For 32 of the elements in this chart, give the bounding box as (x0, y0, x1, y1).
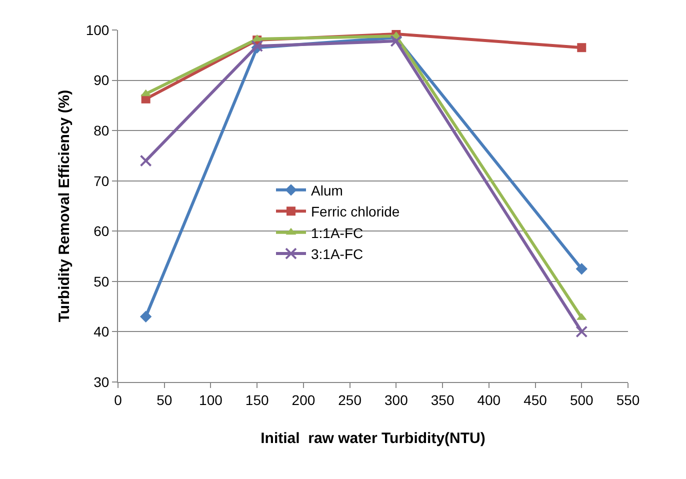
point (390, 35, 402, 48)
y-tick-label: 60 (94, 223, 110, 240)
x-tick-label: 450 (524, 392, 548, 408)
point (576, 263, 588, 275)
x-tick-label: 300 (384, 392, 408, 408)
x-tick-label: 400 (477, 392, 501, 408)
point (576, 326, 588, 338)
y-tick-label: 70 (94, 172, 110, 189)
y-tick-label: 50 (94, 273, 110, 290)
legend-label: 1:1A-FC (311, 224, 364, 241)
y-tick-label: 80 (94, 122, 110, 138)
y-tick-label: 40 (94, 324, 110, 340)
y-tick-label: 100 (86, 22, 110, 38)
x-axis-title: Initial raw water Turbidity(NTU) (260, 430, 486, 447)
x-tick-label: 250 (338, 392, 362, 408)
x-tick-label: 350 (430, 392, 454, 408)
legend-label: Ferric chloride (311, 204, 400, 220)
x-tick-label: 200 (292, 392, 316, 408)
point (140, 154, 152, 167)
x-tick-label: 50 (156, 392, 172, 408)
x-tick-label: 150 (245, 392, 269, 408)
x-tick-label: 0 (114, 392, 122, 408)
point (577, 43, 586, 52)
legend-label: 3:1A-FC (311, 246, 364, 262)
point (140, 310, 152, 322)
x-tick-label: 500 (570, 392, 594, 408)
x-tick-label: 100 (199, 392, 223, 408)
y-tick-label: 90 (94, 72, 110, 88)
y-axis-title: Turbidity Removal Efficiency (%) (56, 90, 74, 322)
legend-label: Alum (311, 182, 343, 198)
y-tick-label: 30 (94, 374, 110, 390)
x-tick-label: 550 (616, 392, 640, 408)
